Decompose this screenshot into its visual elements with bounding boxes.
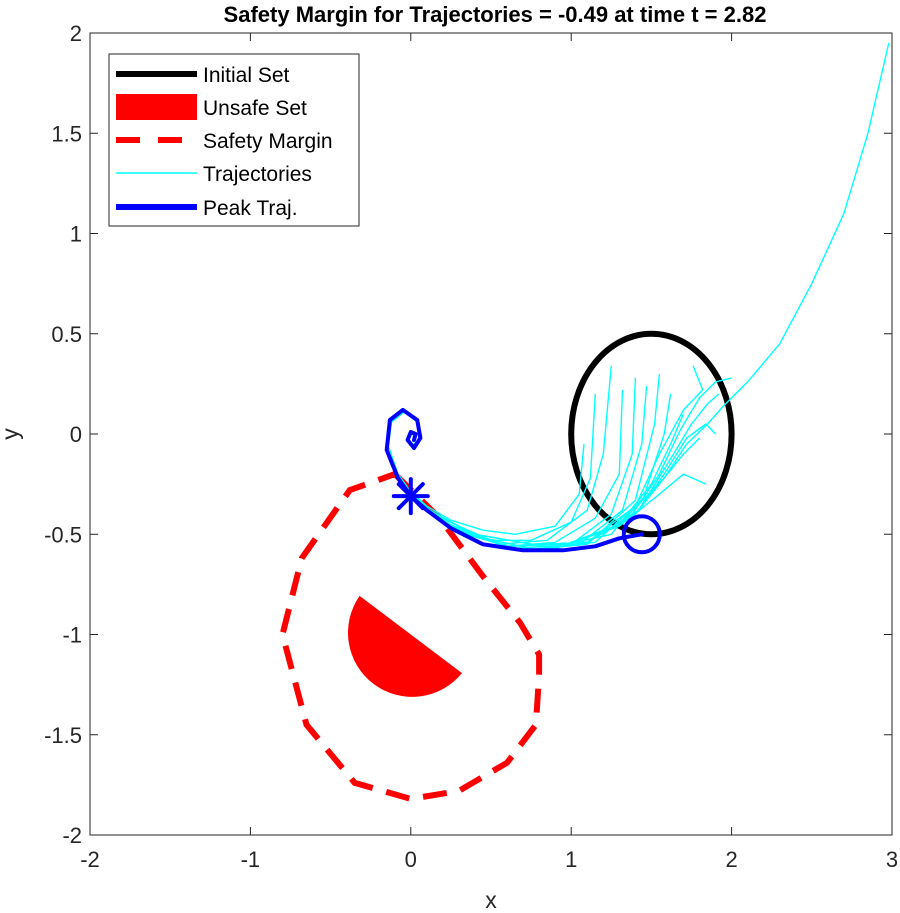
legend-box: [108, 53, 360, 227]
y-tick-label: -1.5: [44, 723, 82, 748]
safety-margin-layer: [279, 471, 543, 802]
legend: Initial Set Unsafe Set Safety Margin Trajec…: [108, 53, 360, 227]
legend-label-2: Unsafe Set: [203, 97, 307, 120]
x-tick-label: 1: [565, 847, 577, 872]
unsafe-set-layer: [348, 595, 462, 697]
x-tick-label: -1: [241, 847, 261, 872]
legend-label-1: Initial Set: [203, 64, 290, 87]
y-tick-label: 1.5: [51, 121, 82, 146]
unsafe-set-shape: [348, 595, 462, 697]
legend-label-4: Trajectories: [203, 163, 312, 186]
y-tick-label: -2: [62, 823, 82, 848]
peak-circle-marker: [621, 514, 662, 555]
trajectory-line-16: [413, 377, 732, 547]
y-tick-label: -1: [62, 623, 82, 648]
initial-set-layer: [568, 330, 735, 538]
y-tick-label: -0.5: [44, 522, 82, 547]
safety-margin-curve: [279, 471, 543, 802]
legend-label-5: Peak Traj.: [203, 197, 298, 220]
peak-trajectory-layer: [384, 407, 644, 553]
markers-layer: [391, 477, 662, 555]
x-tick-label: 0: [405, 847, 417, 872]
x-tick-label: 2: [725, 847, 737, 872]
x-axis-label: x: [485, 887, 497, 913]
peak-star-stroke: [396, 482, 425, 511]
chart-title: Safety Margin for Trajectories = -0.49 a…: [224, 2, 767, 27]
x-tick-label: -2: [80, 847, 100, 872]
y-tick-label: 1: [70, 222, 82, 247]
legend-patch: [116, 94, 197, 120]
y-tick-label: 0: [70, 422, 82, 447]
x-axis-ticks: -2 -1 0 1 2 3: [80, 33, 898, 872]
legend-label-3: Safety Margin: [203, 130, 333, 153]
peak-trajectory-line: [384, 407, 644, 553]
initial-set-ellipse: [568, 330, 735, 538]
y-axis-label: y: [0, 428, 23, 440]
y-tick-label: 2: [70, 21, 82, 46]
legend-swatch-2: [116, 94, 197, 120]
y-axis-ticks: -2 -1.5 -1 -0.5 0 0.5 1 1.5 2: [44, 21, 892, 848]
peak-star-marker: [391, 477, 430, 516]
trajectory-line-1: [413, 443, 585, 535]
y-tick-label: 0.5: [51, 322, 82, 347]
x-tick-label: 3: [886, 847, 898, 872]
